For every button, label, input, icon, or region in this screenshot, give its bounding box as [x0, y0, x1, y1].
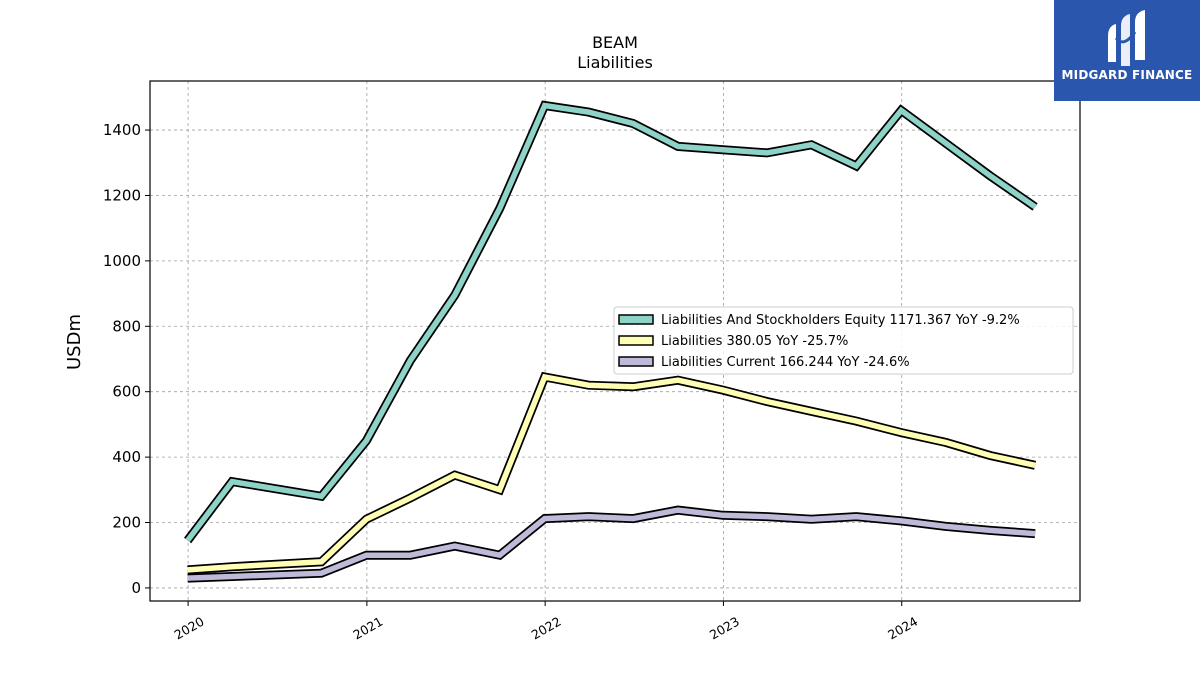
y-tick-label: 400 — [112, 448, 141, 466]
midgard-m-logo-icon — [1108, 10, 1145, 66]
y-tick-label: 800 — [112, 317, 141, 335]
series-line-1 — [187, 373, 1036, 573]
legend: Liabilities And Stockholders Equity 1171… — [613, 306, 1074, 375]
y-tick-label: 1400 — [103, 121, 141, 139]
legend-swatch-0 — [618, 314, 654, 325]
legend-swatch-2 — [618, 356, 654, 367]
y-axis-label: USDm — [64, 314, 85, 370]
y-tick-label: 0 — [131, 579, 141, 597]
y-tick-label: 1000 — [103, 252, 141, 270]
x-tick-label: 2020 — [172, 614, 207, 643]
y-tick-label: 200 — [112, 514, 141, 532]
y-tick-label: 1200 — [103, 186, 141, 204]
x-tick-label: 2022 — [529, 614, 564, 643]
x-tick-label: 2023 — [707, 614, 742, 643]
legend-label-1: Liabilities 380.05 YoY -25.7% — [661, 334, 848, 349]
series-line-2 — [187, 507, 1036, 581]
chart-subtitle: Liabilities — [577, 53, 653, 72]
logo-text: MIDGARD FINANCE — [1061, 68, 1193, 82]
x-tick-label: 2024 — [885, 614, 920, 643]
series-outline-1 — [187, 371, 1037, 575]
chart-title: BEAM — [592, 33, 638, 52]
legend-label-0: Liabilities And Stockholders Equity 1171… — [661, 313, 1020, 328]
y-tick-label: 600 — [112, 383, 141, 401]
series-lines — [184, 100, 1038, 583]
legend-box — [613, 306, 1074, 375]
legend-label-2: Liabilities Current 166.244 YoY -24.6% — [661, 355, 910, 370]
x-tick-label: 2021 — [350, 614, 385, 643]
plot-area-frame — [149, 80, 1081, 602]
midgard-finance-logo: MIDGARD FINANCE — [1054, 0, 1200, 101]
legend-swatch-1 — [618, 335, 654, 346]
series-line-0 — [185, 102, 1037, 543]
